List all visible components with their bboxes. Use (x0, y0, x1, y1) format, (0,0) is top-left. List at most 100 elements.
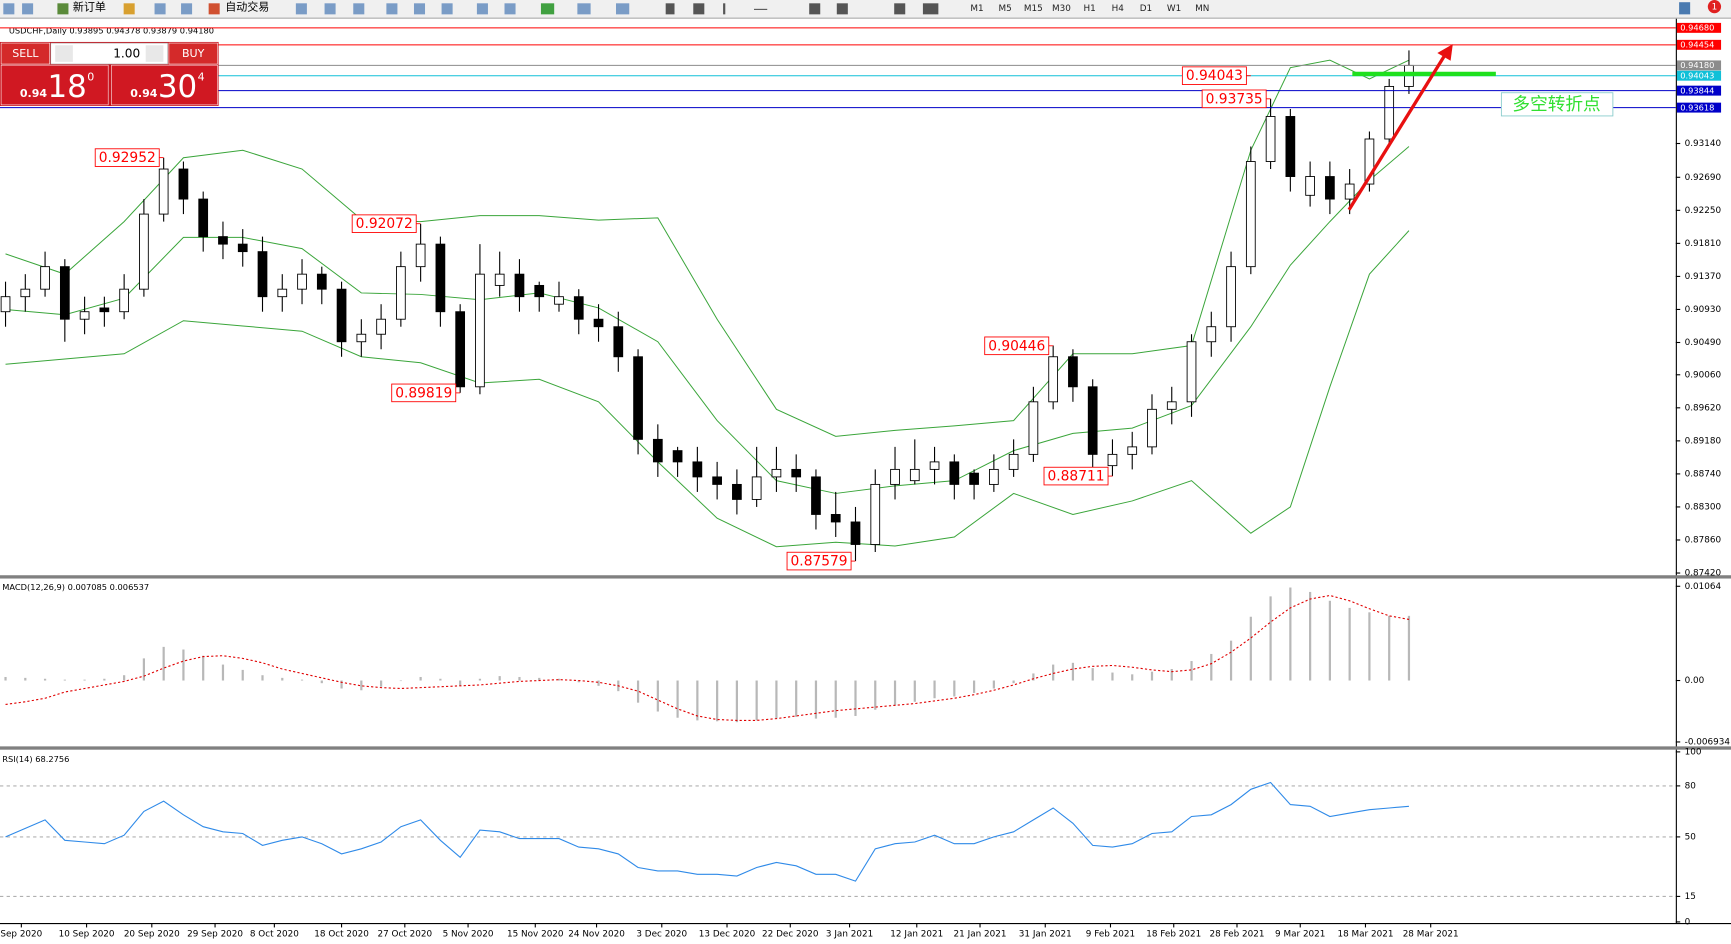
lot-increase[interactable] (145, 45, 164, 62)
x-tick-label: 10 Sep 2020 (59, 930, 115, 940)
icon[interactable] (922, 3, 939, 15)
notification-badge[interactable] (1707, 0, 1722, 14)
timeframe-button[interactable]: H1 (1083, 4, 1095, 14)
x-tick-label: 5 Nov 2020 (443, 930, 494, 940)
icon[interactable] (693, 3, 705, 15)
icon[interactable] (441, 3, 453, 15)
candle-body (99, 307, 110, 313)
bid-box[interactable] (0, 64, 109, 106)
indicator-title: RSI(14) 68.2756 (2, 754, 69, 764)
icon[interactable] (577, 3, 591, 15)
timeframe-button[interactable]: MN (1195, 4, 1209, 14)
icon[interactable] (413, 3, 426, 15)
macd-bar (241, 669, 244, 681)
x-tick-label: 12 Jan 2021 (890, 930, 943, 940)
x-tick-label: 15 Nov 2020 (507, 930, 564, 940)
timeframe-button[interactable]: D1 (1140, 4, 1152, 14)
icon[interactable] (386, 3, 398, 15)
macd-bar (1348, 607, 1351, 681)
icon[interactable] (181, 3, 193, 15)
timeframe-button[interactable]: W1 (1167, 4, 1181, 14)
x-tick-label: 9 Feb 2021 (1086, 930, 1135, 940)
bid-small: 0 (87, 70, 94, 83)
macd-bar (83, 679, 86, 681)
candle-body (1245, 161, 1256, 268)
lot-decrease[interactable] (55, 45, 73, 62)
icon[interactable] (723, 3, 726, 15)
x-tick-label: Sep 2020 (0, 930, 42, 940)
toolbar-icons (3, 2, 1691, 15)
timeframe-button[interactable]: M15 (1024, 4, 1043, 14)
timeframe-button[interactable]: M5 (999, 4, 1012, 14)
signal-line (5, 594, 1410, 721)
icon[interactable] (754, 8, 768, 10)
icon[interactable] (616, 3, 630, 15)
trend-arrow[interactable] (1347, 52, 1448, 211)
annotation-box (94, 148, 160, 167)
icon[interactable] (476, 3, 488, 15)
macd-bar (1309, 591, 1312, 681)
macd-bar (518, 676, 521, 681)
macd-bar (1032, 673, 1035, 681)
candle-body (316, 273, 327, 290)
icon[interactable] (123, 3, 135, 15)
candle-body (1285, 116, 1296, 177)
icon[interactable] (836, 3, 848, 15)
icon[interactable] (665, 3, 675, 15)
x-tick-label: 27 Oct 2020 (378, 930, 433, 940)
icon[interactable] (809, 3, 821, 15)
sell-button[interactable] (0, 42, 50, 65)
candle-body (969, 472, 979, 485)
lot-input[interactable] (50, 42, 169, 65)
new-order-button[interactable]: 新订单 (73, 0, 106, 14)
annotation-box (786, 551, 852, 571)
annotation-label: 0.94043 (1186, 68, 1243, 84)
icon[interactable] (154, 3, 166, 15)
icon[interactable] (353, 3, 365, 15)
macd-bar (636, 680, 640, 703)
ask-box[interactable] (111, 64, 218, 106)
candle-body (1364, 138, 1375, 185)
macd-bar (1269, 596, 1272, 681)
icon[interactable] (540, 3, 555, 15)
candle-body (336, 288, 347, 343)
macd-bar (775, 680, 778, 719)
annotation-label: 0.87579 (791, 554, 848, 570)
candle-body (1147, 408, 1157, 448)
macd-bar (478, 678, 482, 681)
buy-button[interactable] (168, 42, 218, 65)
x-tick-label: 24 Nov 2020 (568, 930, 625, 940)
icon[interactable] (57, 3, 69, 15)
macd-bar (1170, 669, 1173, 681)
search-icon[interactable] (1679, 2, 1691, 15)
auto-trading-button[interactable]: 自动交易 (225, 0, 269, 14)
note-box (1500, 92, 1614, 117)
icon[interactable] (208, 3, 220, 15)
macd-bar (1052, 664, 1055, 681)
x-tick-label: 18 Oct 2020 (314, 930, 369, 940)
trade-panel: SELL 1.00 BUY 0.94 18 0 0.94 30 4 (0, 41, 219, 106)
macd-bar (597, 680, 600, 686)
timeframe-button[interactable]: H4 (1112, 4, 1125, 14)
icon[interactable] (894, 3, 906, 15)
y-tick-label: 0.93140 (1685, 139, 1722, 149)
bid-prefix: 0.94 (20, 87, 48, 100)
candle-body (613, 326, 624, 358)
y-tick-label: 0.90930 (1685, 305, 1722, 315)
icon[interactable] (22, 3, 34, 15)
annotation-label: 0.92072 (356, 216, 413, 232)
icon[interactable] (295, 3, 307, 15)
candle-body (119, 288, 129, 313)
icon[interactable] (3, 3, 15, 15)
macd-bar (459, 680, 462, 686)
icon[interactable] (324, 3, 336, 15)
y-tick-label: 0.88300 (1685, 502, 1722, 512)
y-tick-label: 0.00 (1685, 676, 1705, 686)
macd-bar (696, 680, 699, 721)
timeframe-button[interactable]: M1 (970, 4, 983, 14)
icon[interactable] (504, 3, 516, 15)
timeframe-button[interactable]: M30 (1052, 4, 1071, 14)
candle-body (1068, 356, 1078, 388)
candle-body (415, 243, 426, 268)
candle-body (1206, 326, 1217, 343)
